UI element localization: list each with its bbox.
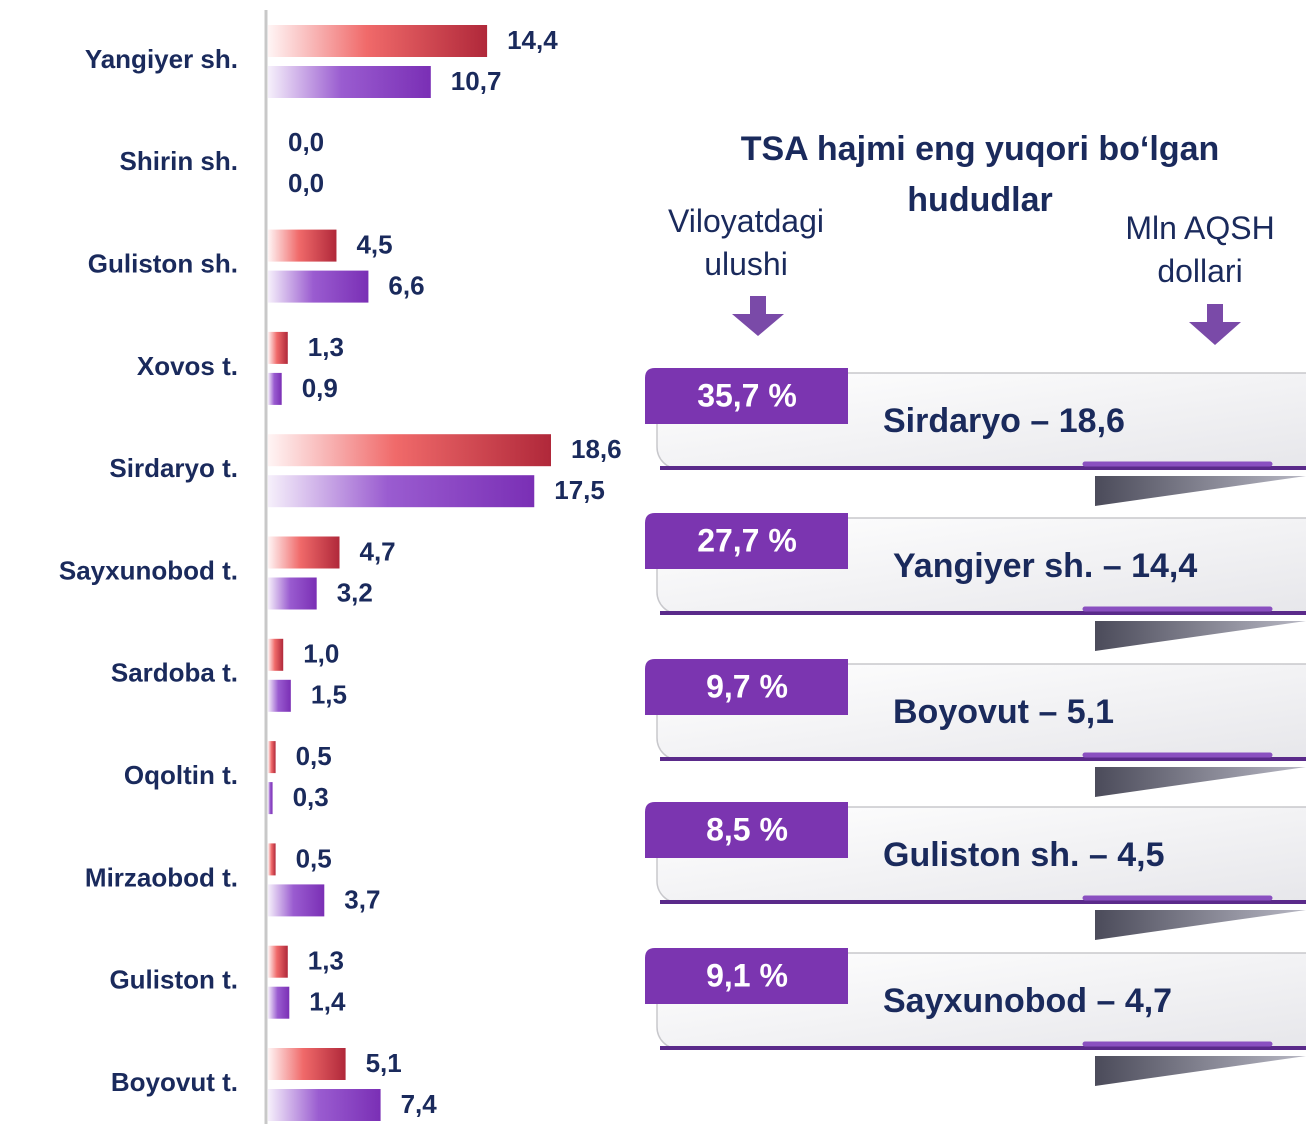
category-label: Shirin sh. <box>120 146 238 176</box>
category-label: Guliston t. <box>109 965 238 995</box>
category-label: Sirdaryo t. <box>109 453 238 483</box>
share-tab <box>645 513 848 569</box>
value-label: 18,6 <box>571 434 622 464</box>
category-label: Guliston sh. <box>88 248 238 278</box>
value-label: 3,7 <box>344 884 380 914</box>
card-fold <box>1095 1056 1306 1086</box>
bar <box>268 1089 381 1121</box>
bar <box>268 331 288 364</box>
card-label: Sirdaryo – 18,6 <box>883 402 1125 440</box>
value-label: 14,4 <box>507 25 558 55</box>
value-label: 7,4 <box>401 1089 438 1119</box>
bar <box>268 434 551 467</box>
value-label: 3,2 <box>337 577 373 607</box>
bar <box>268 782 273 815</box>
value-label: 5,1 <box>366 1048 402 1078</box>
share-tab <box>645 948 848 1004</box>
card-label: Yangiyer sh. – 14,4 <box>893 547 1197 585</box>
share-label: Viloyatdagi ulushi <box>668 203 824 282</box>
category-label: Boyovut t. <box>111 1067 238 1097</box>
bar <box>268 945 288 978</box>
share-value: 9,7 % <box>706 668 788 704</box>
value-label: 1,3 <box>308 332 344 362</box>
bar <box>268 270 369 303</box>
category-label: Sayxunobod t. <box>59 555 238 585</box>
bar <box>268 536 340 569</box>
share-value: 27,7 % <box>697 522 797 558</box>
share-value: 8,5 % <box>706 811 788 847</box>
bar <box>268 1048 346 1080</box>
value-label: 0,0 <box>288 168 324 198</box>
value-label: 4,7 <box>360 536 396 566</box>
value-label: 0,0 <box>288 127 324 157</box>
arrow <box>1189 304 1241 345</box>
share-tab <box>645 659 848 715</box>
category-label: Sardoba t. <box>111 658 238 688</box>
share-value: 9,1 % <box>706 957 788 993</box>
card-label: Guliston sh. – 4,5 <box>883 836 1165 874</box>
category-label: Yangiyer sh. <box>85 44 238 74</box>
bar <box>268 475 535 508</box>
card-fold <box>1095 910 1306 940</box>
value-label: 0,5 <box>296 741 332 771</box>
share-tab <box>645 802 848 858</box>
bar <box>268 229 337 262</box>
value-label: Mln AQSH dollari <box>1125 210 1275 289</box>
card-fold <box>1095 767 1306 797</box>
panel-title: TSA hajmi eng yuqori bo‘lgan hududlar <box>740 130 1220 219</box>
value-label: 4,5 <box>356 229 392 259</box>
bar <box>268 741 276 774</box>
value-label: 1,4 <box>309 987 346 1017</box>
value-label: 17,5 <box>554 475 605 505</box>
bar <box>268 372 282 405</box>
value-label: 10,7 <box>451 66 502 96</box>
value-label: 0,3 <box>293 782 329 812</box>
bar <box>268 986 290 1019</box>
bar <box>268 66 431 98</box>
card-fold <box>1095 476 1306 506</box>
card-fold <box>1095 621 1306 651</box>
value-label: 0,9 <box>302 373 338 403</box>
bar <box>268 679 291 712</box>
category-label: Xovos t. <box>137 351 238 381</box>
card-label: Sayxunobod – 4,7 <box>883 982 1172 1020</box>
bar <box>268 638 284 671</box>
bar <box>268 884 325 917</box>
bar <box>268 577 317 610</box>
category-label: Mirzaobod t. <box>85 862 238 892</box>
bar <box>268 843 276 876</box>
arrow <box>732 296 784 336</box>
value-label: 0,5 <box>296 843 332 873</box>
value-label: 1,0 <box>303 639 339 669</box>
value-label: 6,6 <box>388 270 424 300</box>
share-tab <box>645 368 848 424</box>
share-value: 35,7 % <box>697 377 797 413</box>
bar <box>268 25 488 57</box>
card-label: Boyovut – 5,1 <box>893 693 1114 731</box>
category-label: Oqoltin t. <box>124 760 238 790</box>
value-label: 1,5 <box>311 680 347 710</box>
value-label: 1,3 <box>308 946 344 976</box>
